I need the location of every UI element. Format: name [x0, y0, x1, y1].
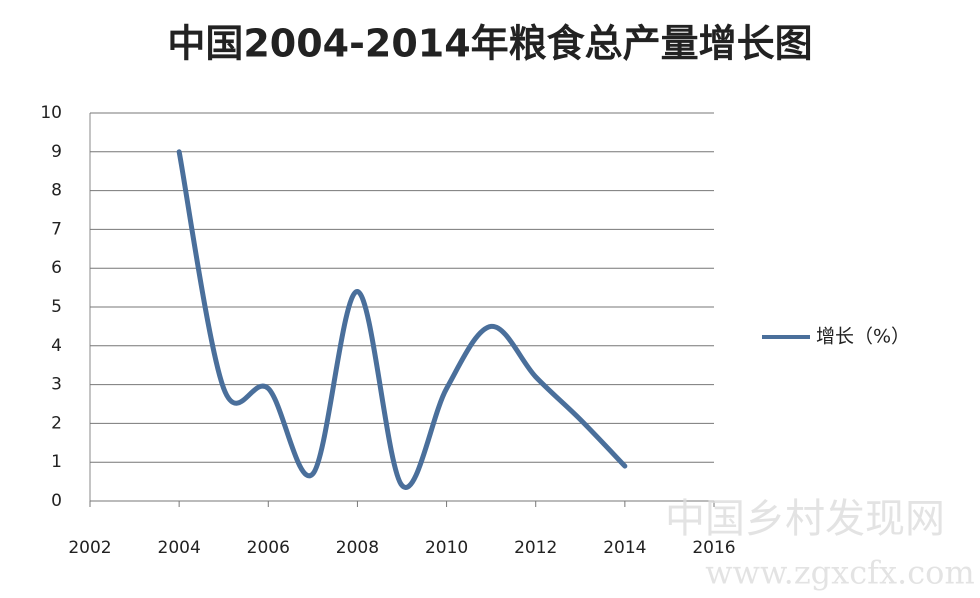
y-tick-label: 0: [51, 491, 62, 511]
y-tick-label: 3: [51, 375, 62, 395]
watermark: 中国乡村发现网: [665, 496, 945, 542]
series-line: [176, 149, 628, 490]
y-tick-label: 4: [51, 336, 62, 356]
watermark: www.zgxcfx.com: [705, 554, 974, 592]
x-tick-label: 2016: [692, 538, 735, 558]
x-tick-label: 2010: [425, 538, 468, 558]
x-tick-label: 2006: [247, 538, 290, 558]
y-tick-label: 1: [51, 452, 62, 472]
x-tick-label: 2012: [514, 538, 557, 558]
legend-label: 增长（%）: [816, 326, 910, 348]
x-tick-label: 2014: [603, 538, 646, 558]
y-tick-label: 2: [51, 413, 62, 433]
x-tick-label: 2002: [68, 538, 111, 558]
chart-title: 中国2004-2014年粮食总产量增长图: [167, 22, 812, 66]
x-tick-label: 2008: [336, 538, 379, 558]
y-tick-label: 5: [51, 297, 62, 317]
y-tick-label: 9: [51, 142, 62, 162]
y-tick-label: 10: [40, 103, 62, 123]
y-tick-label: 6: [51, 258, 62, 278]
y-tick-label: 8: [51, 181, 62, 201]
x-tick-label: 2004: [158, 538, 201, 558]
y-tick-label: 7: [51, 219, 62, 239]
